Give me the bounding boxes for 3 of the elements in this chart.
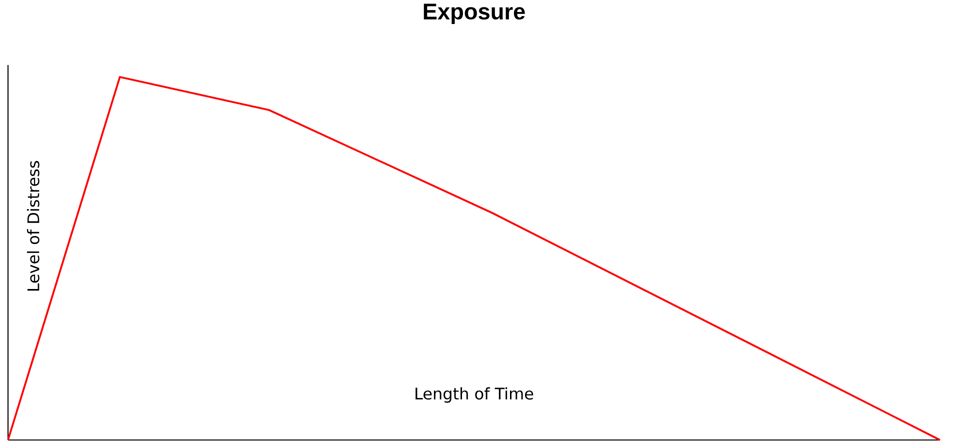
y-axis-title: Level of Distress: [26, 161, 40, 291]
x-axis-title: Length of Time: [416, 387, 534, 403]
chart-title: Exposure: [424, 4, 525, 24]
